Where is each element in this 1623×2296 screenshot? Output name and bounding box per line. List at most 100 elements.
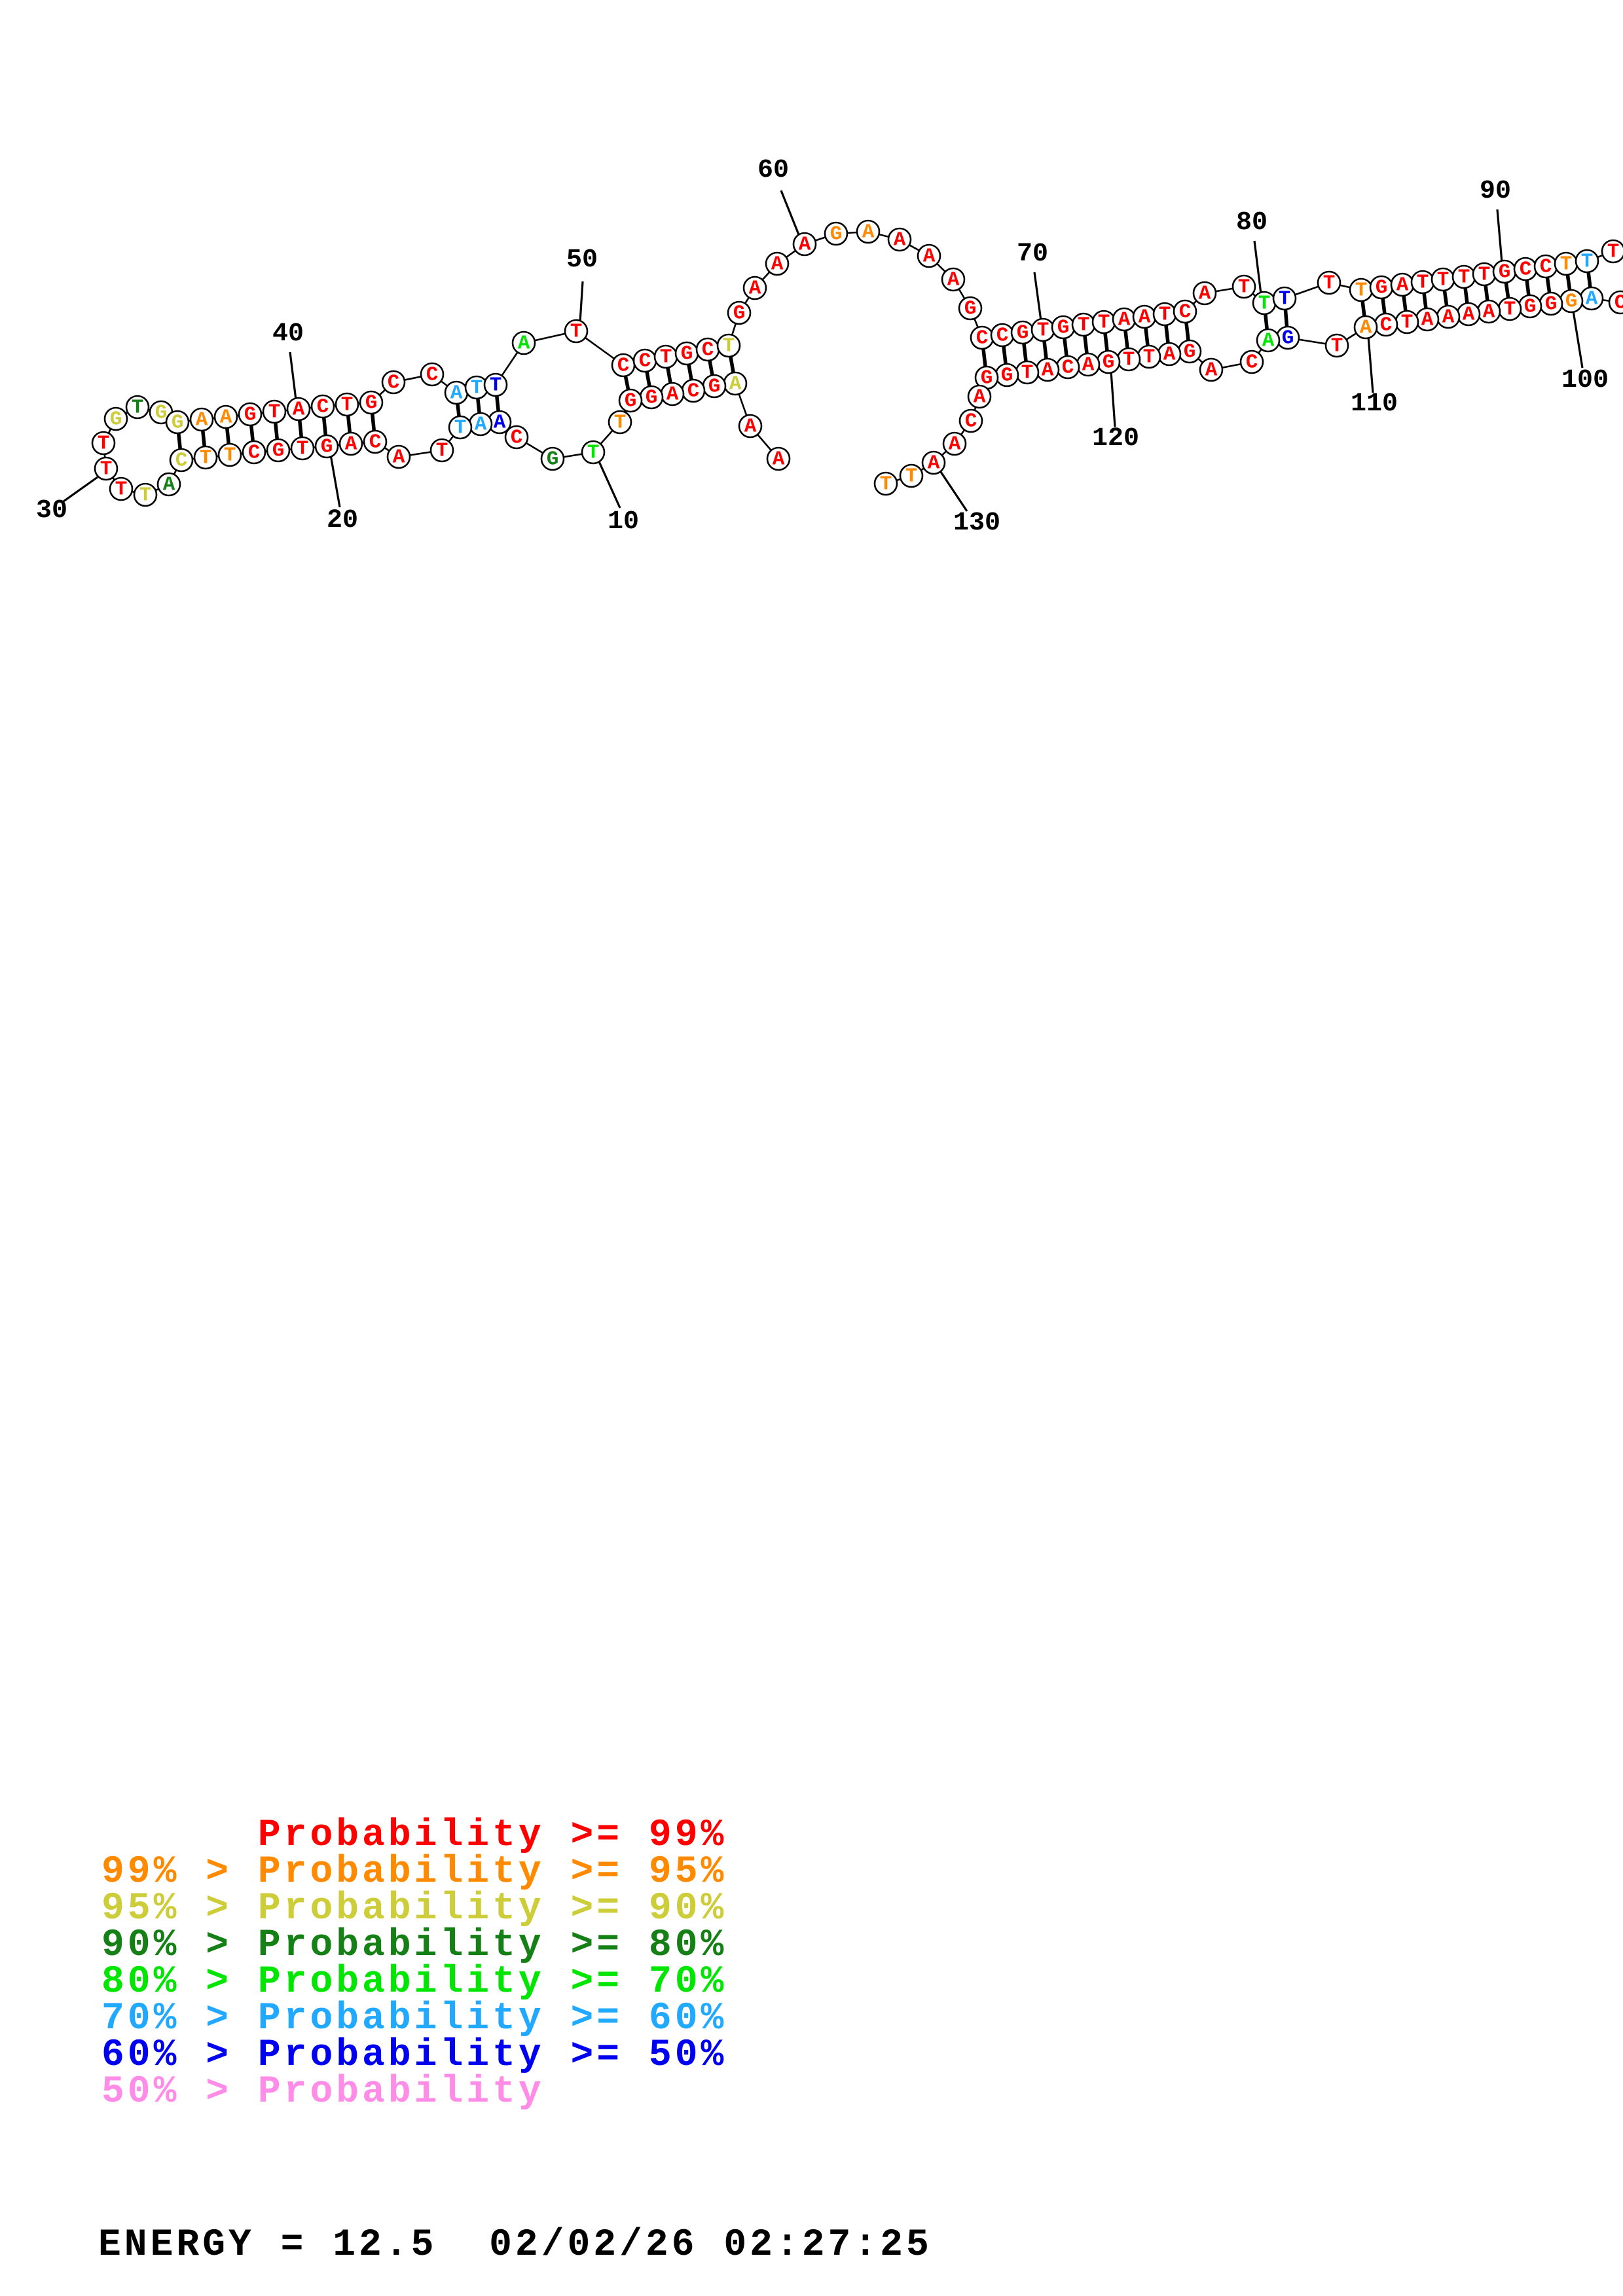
label-leader-line bbox=[597, 459, 621, 509]
nucleotide-19 bbox=[338, 431, 363, 456]
nucleotide-letter-55: C bbox=[702, 339, 714, 362]
nucleotide-letter-33: T bbox=[132, 397, 144, 420]
nucleotide-letter-24: T bbox=[224, 444, 236, 467]
nucleotide-letter-51: C bbox=[617, 355, 630, 378]
nucleotide-27 bbox=[156, 472, 181, 497]
nucleotide-30 bbox=[94, 456, 119, 481]
nucleotide-66 bbox=[958, 296, 983, 321]
nucleotide-114 bbox=[1239, 350, 1264, 374]
nucleotide-9 bbox=[608, 410, 632, 435]
position-label-120: 120 bbox=[1092, 424, 1139, 454]
nucleotide-letter-44: C bbox=[388, 372, 400, 395]
position-label-50: 50 bbox=[566, 245, 598, 275]
label-leader-line bbox=[1110, 370, 1116, 427]
nucleotide-61 bbox=[824, 221, 848, 246]
nucleotide-letter-19: A bbox=[345, 433, 357, 456]
nucleotide-24 bbox=[217, 442, 242, 467]
nucleotide-letter-45: C bbox=[426, 364, 439, 387]
nucleotide-letter-61: G bbox=[830, 223, 843, 246]
nucleotide-43 bbox=[359, 390, 384, 415]
nucleotide-132 bbox=[873, 471, 898, 496]
nucleotide-63 bbox=[887, 227, 912, 252]
legend-row-4: 90% > Probability >= 80% bbox=[101, 1924, 727, 1967]
nucleotide-21 bbox=[290, 436, 315, 461]
nucleotide-letter-106: A bbox=[1442, 306, 1455, 329]
nucleotide-letter-85: A bbox=[1396, 274, 1409, 297]
nucleotide-letter-35: G bbox=[172, 412, 184, 435]
nucleotide-8 bbox=[618, 388, 643, 413]
nucleotide-letter-25: T bbox=[200, 447, 212, 470]
nucleotide-letter-113: A bbox=[1262, 330, 1275, 353]
nucleotide-letter-58: A bbox=[749, 278, 761, 300]
nucleotide-letter-17: A bbox=[393, 446, 405, 469]
label-leader-line bbox=[289, 351, 297, 401]
nucleotide-letter-12: C bbox=[511, 427, 523, 450]
nucleotide-letter-77: C bbox=[1179, 301, 1192, 324]
position-label-20: 20 bbox=[327, 506, 358, 535]
nucleotide-letter-29: T bbox=[115, 478, 128, 501]
nucleotide-1 bbox=[766, 446, 791, 471]
nucleotide-12 bbox=[504, 425, 529, 450]
nucleotide-50 bbox=[564, 319, 589, 344]
nucleotide-57 bbox=[727, 300, 752, 325]
nucleotide-29 bbox=[109, 476, 134, 501]
label-leader-line bbox=[1253, 240, 1262, 295]
nucleotide-32 bbox=[103, 406, 128, 431]
nucleotide-letter-56: T bbox=[723, 335, 735, 358]
nucleotide-letter-86: T bbox=[1417, 272, 1429, 295]
nucleotide-22 bbox=[266, 438, 291, 463]
nucleotide-48 bbox=[483, 372, 508, 397]
nucleotide-42 bbox=[335, 392, 359, 417]
nucleotide-10 bbox=[581, 440, 606, 465]
nucleotide-letter-36: A bbox=[196, 409, 208, 432]
nucleotide-45 bbox=[420, 362, 445, 387]
label-leader-line bbox=[1367, 336, 1374, 393]
nucleotide-95 bbox=[1601, 239, 1623, 264]
nucleotide-letter-21: T bbox=[297, 438, 309, 461]
position-label-60: 60 bbox=[757, 156, 789, 185]
nucleotide-letter-57: G bbox=[733, 302, 746, 325]
nucleotide-letter-91: C bbox=[1520, 259, 1532, 281]
nucleotide-letter-116: G bbox=[1184, 341, 1196, 364]
nucleotide-letter-59: A bbox=[771, 253, 784, 276]
nucleotide-letter-127: A bbox=[974, 386, 986, 409]
nucleotide-letter-4: G bbox=[708, 376, 721, 399]
position-label-30: 30 bbox=[36, 496, 67, 526]
nucleotide-letter-37: A bbox=[220, 406, 232, 429]
position-label-90: 90 bbox=[1480, 177, 1511, 206]
nucleotide-letter-7: G bbox=[646, 387, 658, 410]
nucleotide-letter-88: T bbox=[1458, 266, 1470, 289]
nucleotide-letter-92: C bbox=[1540, 256, 1552, 279]
nucleotide-128 bbox=[958, 408, 983, 433]
nucleotide-letter-20: G bbox=[321, 436, 333, 459]
nucleotide-letter-38: G bbox=[244, 404, 257, 427]
nucleotide-letter-66: G bbox=[964, 298, 977, 321]
legend-row-7: 60% > Probability >= 50% bbox=[101, 2034, 727, 2077]
nucleotide-letter-28: T bbox=[139, 484, 152, 507]
nucleotide-115 bbox=[1199, 357, 1224, 382]
nucleotide-letter-47: T bbox=[471, 377, 483, 400]
nucleotide-113 bbox=[1256, 328, 1281, 353]
nucleotide-letter-130: A bbox=[928, 452, 940, 475]
nucleotide-letter-34: G bbox=[155, 402, 168, 425]
nucleotide-letter-73: T bbox=[1098, 312, 1110, 334]
nucleotide-41 bbox=[310, 394, 335, 419]
nucleotide-letter-122: C bbox=[1062, 357, 1074, 380]
nucleotide-letter-90: G bbox=[1499, 261, 1511, 284]
nucleotide-letter-131: T bbox=[905, 465, 918, 488]
nucleotide-letter-69: G bbox=[1017, 322, 1029, 345]
nucleotide-82 bbox=[1317, 270, 1341, 295]
nucleotide-letter-87: T bbox=[1437, 269, 1450, 292]
nucleotide-letter-104: A bbox=[1483, 301, 1495, 324]
nucleotide-129 bbox=[942, 431, 967, 456]
nucleotide-62 bbox=[856, 219, 881, 244]
legend-row-2: 99% > Probability >= 95% bbox=[101, 1851, 727, 1893]
nucleotide-letter-81: T bbox=[1279, 288, 1291, 311]
nucleotide-35 bbox=[165, 410, 190, 435]
nucleotide-letter-102: G bbox=[1524, 296, 1537, 319]
nucleotide-94 bbox=[1575, 249, 1599, 274]
nucleotide-letter-9: T bbox=[614, 412, 627, 435]
nucleotide-letter-126: G bbox=[981, 367, 993, 390]
nucleotide-letter-110: A bbox=[1360, 317, 1372, 340]
nucleotide-letter-31: T bbox=[98, 433, 110, 456]
